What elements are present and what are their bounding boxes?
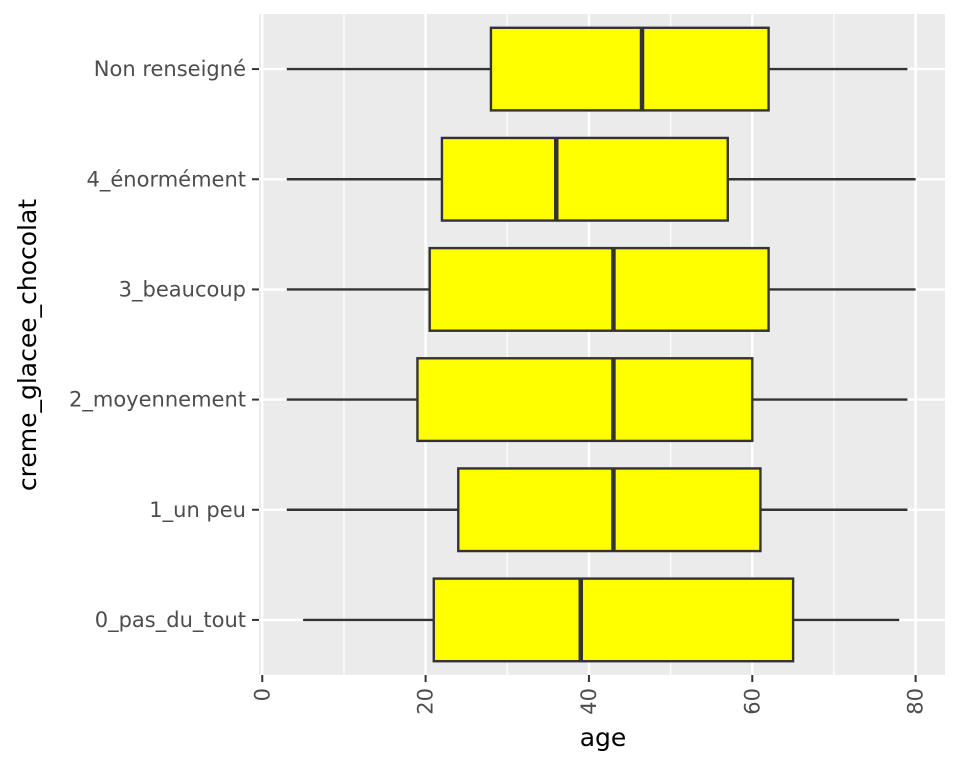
- y-tick-label: Non renseigné: [94, 57, 246, 81]
- x-tick-label: 20: [414, 688, 438, 715]
- x-tick-label: 80: [904, 688, 928, 715]
- box-iqr: [416, 357, 754, 443]
- x-tick-label: 60: [740, 688, 764, 715]
- y-tick-label: 4_énormément: [87, 167, 247, 192]
- boxes: [286, 26, 916, 663]
- x-tick-label: 40: [577, 688, 601, 715]
- box-iqr: [489, 26, 770, 112]
- y-axis-title: creme_glacee_chocolat: [13, 199, 42, 491]
- box-iqr: [432, 577, 795, 663]
- y-axis: Non renseigné 4_énormément 3_beaucoup 2_moy…: [69, 57, 259, 633]
- x-tick-label: 0: [250, 688, 274, 701]
- box-3: [286, 357, 908, 443]
- box-4: [286, 467, 908, 553]
- x-axis-title: age: [580, 723, 627, 752]
- box-0: [286, 26, 908, 112]
- box-2: [286, 246, 916, 332]
- x-axis: 0 20 40 60 80: [250, 675, 928, 715]
- box-iqr: [428, 246, 770, 332]
- y-tick-label: 2_moyennement: [69, 388, 246, 413]
- box-5: [303, 577, 900, 663]
- box-iqr: [440, 136, 729, 222]
- y-tick-label: 0_pas_du_tout: [95, 608, 246, 633]
- box-iqr: [457, 467, 762, 553]
- y-tick-label: 1_un peu: [149, 498, 246, 523]
- y-tick-label: 3_beaucoup: [119, 277, 246, 302]
- plot-panel: [259, 14, 945, 675]
- box-1: [286, 136, 916, 222]
